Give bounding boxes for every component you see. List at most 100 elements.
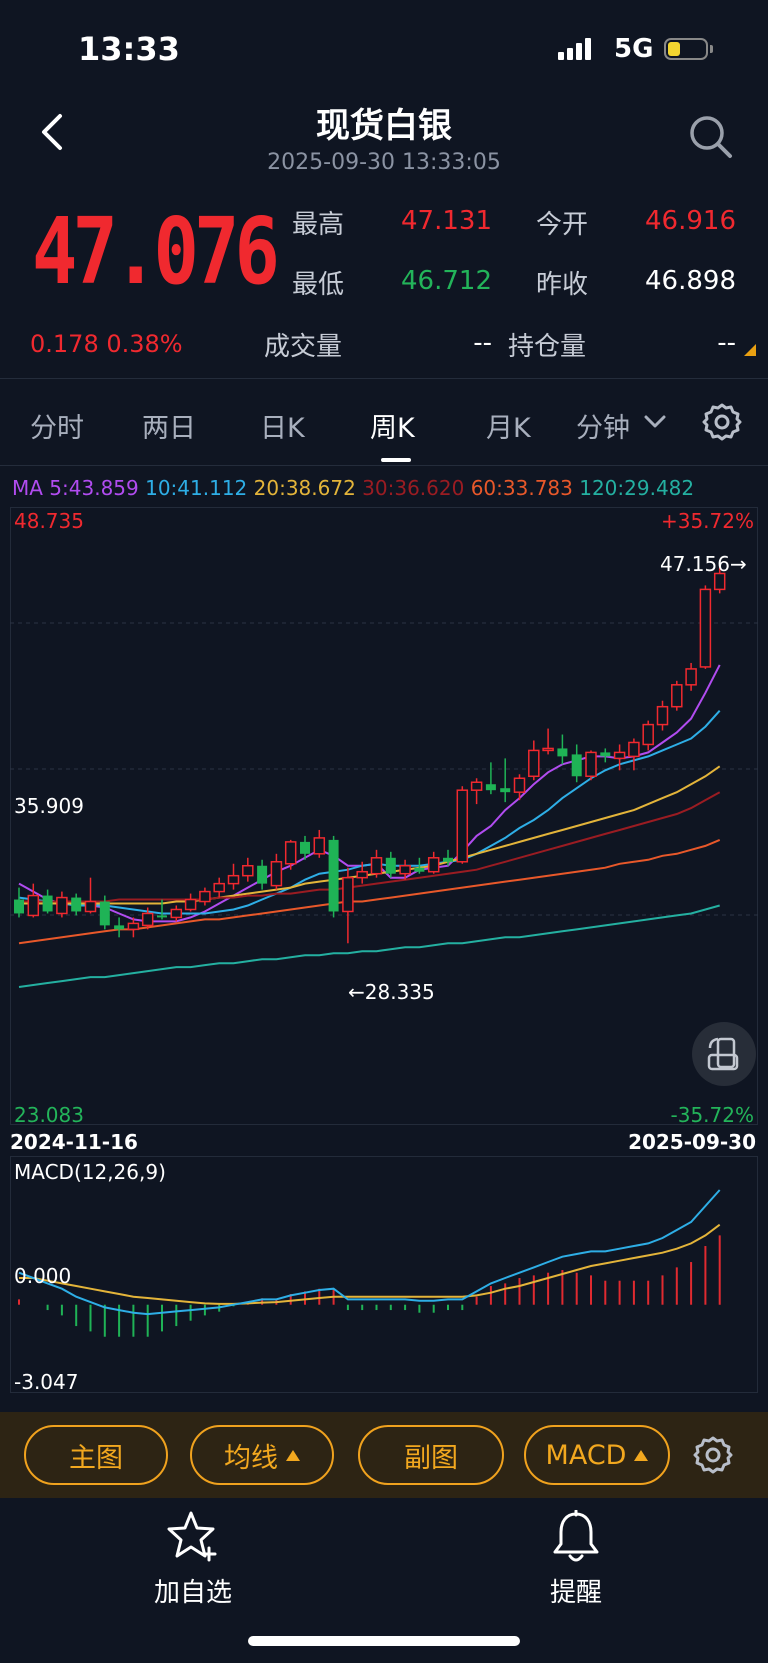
tab-two-day[interactable]: 两日 xyxy=(142,413,196,444)
candle xyxy=(613,744,626,771)
back-arrow-icon[interactable] xyxy=(38,112,64,152)
search-icon[interactable] xyxy=(688,114,734,160)
tab-minute[interactable]: 分钟 xyxy=(576,413,630,444)
main-chart-label: 主图 xyxy=(69,1442,123,1474)
chevron-down-icon[interactable] xyxy=(644,414,666,430)
macd-zero-label: 0.000 xyxy=(14,1264,72,1288)
candle-body xyxy=(114,925,125,930)
ma120-legend: 120:29.482 xyxy=(579,476,695,500)
candle xyxy=(328,835,339,918)
candle xyxy=(114,917,125,938)
tab-weekly-k[interactable]: 周K xyxy=(370,413,415,444)
macd-indicator-button[interactable]: MACD xyxy=(524,1425,670,1485)
candle xyxy=(84,877,97,914)
candle-body xyxy=(356,870,368,879)
bell-icon xyxy=(553,1510,599,1562)
candle-body xyxy=(213,882,225,893)
battery-tip xyxy=(710,45,713,53)
high-marker: 47.156→ xyxy=(660,552,747,576)
candle xyxy=(300,835,310,860)
macd-chart-frame[interactable] xyxy=(10,1156,758,1393)
candle xyxy=(600,748,611,763)
tab-daily-k[interactable]: 日K xyxy=(260,413,305,444)
candle xyxy=(427,851,440,874)
y-axis-mid: 35.909 xyxy=(14,794,84,818)
candle-body xyxy=(585,751,597,778)
candle-body xyxy=(427,857,440,873)
candle-body xyxy=(99,901,110,926)
tab-intraday[interactable]: 分时 xyxy=(30,413,84,444)
macd-label: MACD(12,26,9) xyxy=(14,1160,166,1184)
page-title: 现货白银 xyxy=(316,106,452,146)
candle xyxy=(571,744,582,783)
high-value: 47.131 xyxy=(401,206,492,236)
ma10-legend: 10:41.112 xyxy=(145,476,248,500)
candle xyxy=(184,893,197,912)
candle xyxy=(257,859,268,890)
kline-chart-frame[interactable] xyxy=(10,507,758,1125)
sub-chart-button[interactable]: 副图 xyxy=(358,1425,504,1485)
add-watchlist-label: 加自选 xyxy=(153,1578,232,1608)
chart-toolbar: 主图 均线 副图 MACD xyxy=(0,1412,768,1498)
y-axis-min: 23.083 xyxy=(14,1103,84,1127)
kline-chart[interactable] xyxy=(10,507,758,1125)
divider xyxy=(0,378,768,379)
candle xyxy=(399,859,411,880)
candle xyxy=(356,861,368,884)
change-amount: 0.178 xyxy=(30,330,99,358)
candle xyxy=(227,863,240,890)
ma5-line xyxy=(18,664,721,923)
candle-body xyxy=(699,588,712,668)
candle xyxy=(27,883,40,918)
volume-value: -- xyxy=(473,328,492,358)
candle-body xyxy=(257,865,268,884)
candle xyxy=(370,849,383,878)
candle xyxy=(42,889,53,914)
candle-body xyxy=(414,867,425,872)
ma5-legend: MA 5:43.859 xyxy=(12,476,139,500)
ma-line-button[interactable]: 均线 xyxy=(190,1425,334,1485)
network-type: 5G xyxy=(614,34,654,64)
add-watchlist-button[interactable]: 加自选 xyxy=(148,1510,238,1608)
indicator-settings-gear-icon[interactable] xyxy=(693,1435,733,1475)
candle xyxy=(141,907,154,930)
date-end: 2025-09-30 xyxy=(628,1130,756,1154)
candle xyxy=(127,917,140,938)
candle xyxy=(99,895,110,930)
candle-body xyxy=(27,894,40,917)
candle-body xyxy=(270,861,283,887)
open-interest-value: -- xyxy=(717,328,736,358)
candle xyxy=(685,662,697,691)
candle xyxy=(557,734,568,765)
candle-body xyxy=(513,777,526,793)
high-label: 最高 xyxy=(292,210,345,240)
macd-chart[interactable] xyxy=(10,1156,758,1393)
candle-body xyxy=(542,747,554,752)
candle xyxy=(699,585,712,669)
candle xyxy=(671,680,683,711)
price-alert-label: 提醒 xyxy=(549,1578,602,1608)
rotate-landscape-button[interactable] xyxy=(692,1022,756,1086)
low-marker: ←28.335 xyxy=(348,980,435,1004)
candle xyxy=(199,887,211,906)
candle-body xyxy=(443,857,453,862)
ma60-legend: 60:33.783 xyxy=(470,476,573,500)
candle-body xyxy=(500,788,511,793)
low-label: 最低 xyxy=(292,270,345,300)
expand-corner-icon[interactable] xyxy=(744,344,756,356)
candle xyxy=(284,839,297,870)
home-indicator[interactable] xyxy=(248,1636,520,1646)
main-chart-button[interactable]: 主图 xyxy=(24,1425,168,1485)
candle-body xyxy=(170,908,183,919)
tab-monthly-k[interactable]: 月K xyxy=(486,413,531,444)
macd-dif-line xyxy=(18,1189,721,1316)
candle-body xyxy=(157,915,167,918)
candle-body xyxy=(685,668,697,686)
candle-body xyxy=(127,922,140,931)
price-alert-button[interactable]: 提醒 xyxy=(538,1510,614,1608)
candle-body xyxy=(456,789,469,863)
ma120-line xyxy=(18,904,720,988)
candle-body xyxy=(713,572,726,591)
chart-settings-gear-icon[interactable] xyxy=(702,402,742,442)
candle-body xyxy=(642,723,654,746)
